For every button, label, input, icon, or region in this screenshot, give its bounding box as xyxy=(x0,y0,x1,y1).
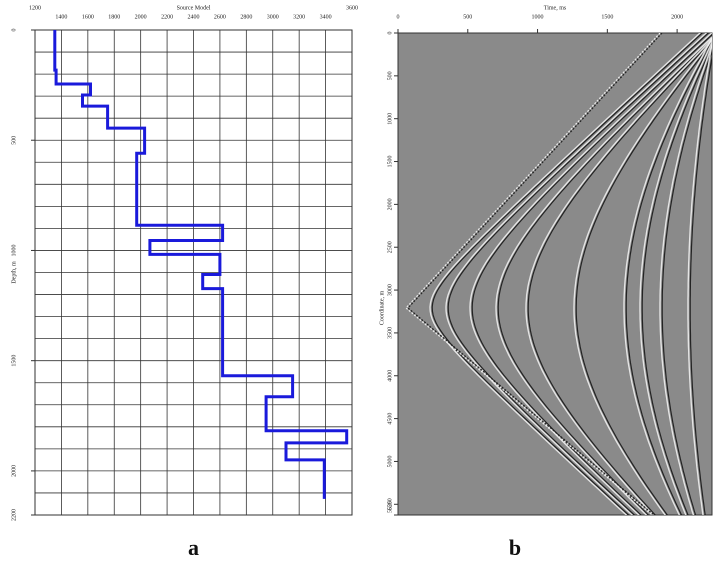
x-tick-label: 2600 xyxy=(214,14,226,20)
x-tick-label: 1000 xyxy=(532,14,544,20)
y-tick-label: 1000 xyxy=(387,113,393,125)
wavefield xyxy=(405,33,712,515)
reflection xyxy=(687,40,712,515)
x-tick-label: 1200 xyxy=(29,5,41,11)
y-tick-label: 1500 xyxy=(11,355,17,367)
x-tick-label: 2800 xyxy=(240,14,252,20)
reflection xyxy=(447,33,710,515)
direct-wave xyxy=(407,33,663,515)
reflection xyxy=(573,39,712,515)
y-tick-label: 2500 xyxy=(387,241,393,253)
y-tick-label: 0 xyxy=(11,29,17,32)
y-tick-label: 4500 xyxy=(387,413,393,425)
x-tick-label: 2000 xyxy=(671,14,683,20)
x-tick-label: 3400 xyxy=(320,14,332,20)
x-axis-label: Time, ms xyxy=(544,5,567,11)
y-tick-label: 5000 xyxy=(387,455,393,467)
chart-title: Source Model xyxy=(177,5,211,11)
reflection xyxy=(623,37,712,515)
x-tick-label: 1600 xyxy=(82,14,94,20)
y-tick-label: 5500 xyxy=(387,498,393,510)
x-tick-label: 3200 xyxy=(293,14,305,20)
y-tick-label: 500 xyxy=(11,136,17,145)
y-tick-label: 2200 xyxy=(11,509,17,521)
velocity-line xyxy=(53,30,349,499)
reflection xyxy=(625,41,712,515)
x-tick-label: 2000 xyxy=(135,14,147,20)
y-tick-label: 1000 xyxy=(11,244,17,256)
reflection xyxy=(495,36,712,515)
y-tick-label: 4000 xyxy=(387,370,393,382)
x-tick-label: 3000 xyxy=(267,14,279,20)
reflection xyxy=(445,33,708,515)
reflection xyxy=(641,45,712,515)
x-tick-label: 1400 xyxy=(55,14,67,20)
reflection xyxy=(659,43,712,515)
y-tick-label: 3000 xyxy=(387,284,393,296)
reflection xyxy=(525,37,712,515)
y-tick-label: 0 xyxy=(387,32,393,35)
y-tick-label: 3500 xyxy=(387,327,393,339)
y-tick-label: 5625 xyxy=(387,501,393,513)
panel-label: a xyxy=(188,535,199,560)
reflection xyxy=(497,38,712,515)
y-axis-label: Depth, m xyxy=(11,261,17,284)
x-tick-label: 1500 xyxy=(601,14,613,20)
y-axis-label: Coordinate, m xyxy=(379,291,385,326)
y-tick-label: 1500 xyxy=(387,156,393,168)
reflection xyxy=(429,33,701,515)
x-tick-label: 3600 xyxy=(346,5,358,11)
x-tick-label: 0 xyxy=(397,14,400,20)
reflection xyxy=(661,49,712,515)
x-tick-label: 2400 xyxy=(188,14,200,20)
y-tick-label: 500 xyxy=(387,71,393,80)
x-tick-label: 1800 xyxy=(108,14,120,20)
panel-label: b xyxy=(509,535,521,560)
y-tick-label: 2000 xyxy=(387,198,393,210)
x-tick-label: 2200 xyxy=(161,14,173,20)
reflection xyxy=(527,40,712,515)
reflection xyxy=(689,53,712,515)
reflection xyxy=(469,33,712,515)
reflection xyxy=(639,40,712,515)
reflection xyxy=(431,33,704,515)
x-tick-label: 500 xyxy=(463,14,472,20)
y-tick-label: 2000 xyxy=(11,465,17,477)
reflection xyxy=(575,41,712,515)
direct-wave xyxy=(405,33,661,515)
